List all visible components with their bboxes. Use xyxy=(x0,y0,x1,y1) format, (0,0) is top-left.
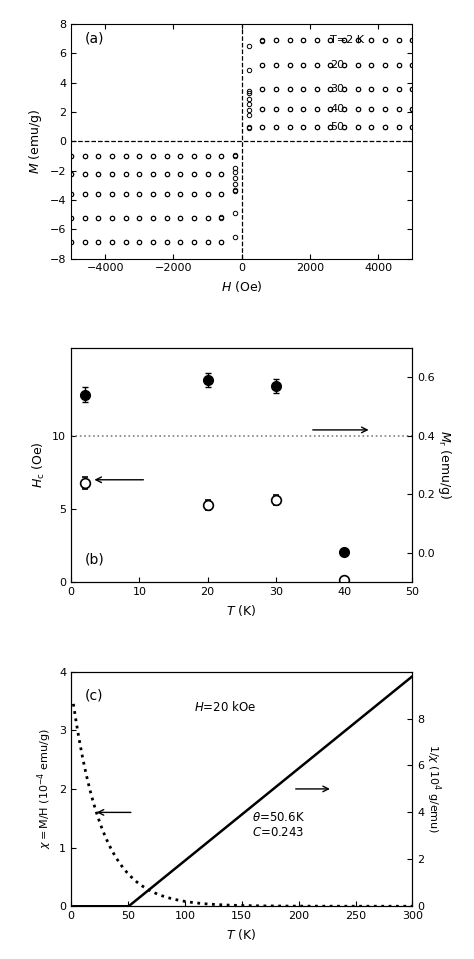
Text: $H$=20 kOe: $H$=20 kOe xyxy=(194,700,256,714)
Text: (b): (b) xyxy=(85,552,104,567)
Y-axis label: $\chi$$=$M/H ($10^{-4}$ emu/g): $\chi$$=$M/H ($10^{-4}$ emu/g) xyxy=(35,729,54,850)
Y-axis label: $1/\chi$ ($10^{4}$ g/emu): $1/\chi$ ($10^{4}$ g/emu) xyxy=(424,744,442,833)
Y-axis label: $M$ (emu/g): $M$ (emu/g) xyxy=(27,108,44,174)
Y-axis label: $H_{\mathrm{c}}$ (Oe): $H_{\mathrm{c}}$ (Oe) xyxy=(31,442,46,488)
Text: 30: 30 xyxy=(330,83,345,94)
Y-axis label: $M_{\mathrm{r}}$ (emu/g): $M_{\mathrm{r}}$ (emu/g) xyxy=(436,431,453,500)
Text: 40: 40 xyxy=(330,104,345,114)
Text: (c): (c) xyxy=(85,689,103,703)
X-axis label: $T$ (K): $T$ (K) xyxy=(227,926,257,942)
Text: $\theta$=50.6K
$C$=0.243: $\theta$=50.6K $C$=0.243 xyxy=(252,811,305,839)
Text: 50: 50 xyxy=(330,122,345,131)
Text: T=2 K: T=2 K xyxy=(330,35,365,45)
Text: 20: 20 xyxy=(330,60,345,70)
X-axis label: $H$ (Oe): $H$ (Oe) xyxy=(221,279,263,294)
X-axis label: $T$ (K): $T$ (K) xyxy=(227,603,257,618)
Text: (a): (a) xyxy=(85,32,104,46)
